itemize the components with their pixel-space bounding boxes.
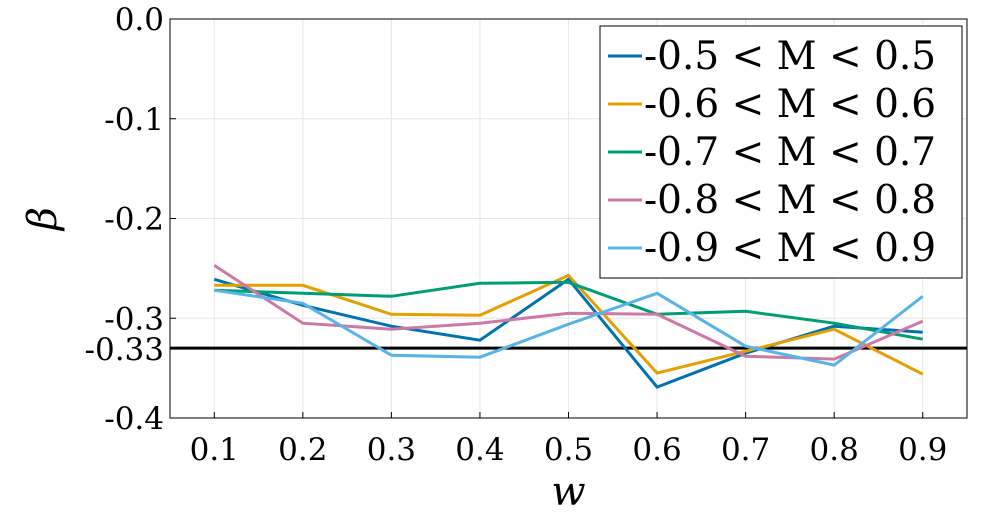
x-tick-label: 0.3: [367, 432, 416, 468]
legend-label: -0.9 < M < 0.9: [644, 226, 936, 271]
x-tick-label: 0.5: [544, 432, 593, 468]
x-tick-label: 0.1: [190, 432, 239, 468]
x-tick-label: 0.4: [455, 432, 504, 468]
y-tick-label: 0.0: [115, 2, 164, 38]
series-line: [214, 280, 923, 341]
legend: -0.5 < M < 0.5-0.6 < M < 0.6-0.7 < M < 0…: [599, 25, 963, 279]
x-tick-label: 0.7: [721, 432, 770, 468]
y-tick-labels: 0.0 -0.1 -0.2 -0.3 -0.4: [104, 2, 176, 437]
x-tick-label: 0.9: [898, 432, 947, 468]
legend-box: [599, 25, 963, 279]
y-tick-label: -0.2: [104, 202, 164, 238]
x-tick-labels: 0.1 0.2 0.3 0.4 0.5 0.6 0.7 0.8 0.9: [190, 412, 947, 468]
legend-label: -0.8 < M < 0.8: [644, 178, 936, 223]
reference-line-group: -0.33: [85, 332, 967, 368]
series-lines: [213, 264, 924, 389]
legend-label: -0.5 < M < 0.5: [644, 34, 936, 79]
y-axis-label: β: [20, 207, 66, 232]
x-axis-label: w: [551, 469, 585, 515]
legend-label: -0.7 < M < 0.7: [644, 130, 936, 175]
x-tick-label: 0.8: [810, 432, 859, 468]
y-tick-label: -0.4: [104, 401, 164, 437]
reference-line-label: -0.33: [85, 332, 165, 368]
series-line: [214, 288, 924, 367]
x-tick-label: 0.6: [632, 432, 681, 468]
y-tick-label: -0.3: [104, 301, 164, 337]
legend-label: -0.6 < M < 0.6: [644, 82, 936, 127]
y-tick-label: -0.1: [104, 102, 164, 138]
x-tick-label: 0.2: [278, 432, 327, 468]
